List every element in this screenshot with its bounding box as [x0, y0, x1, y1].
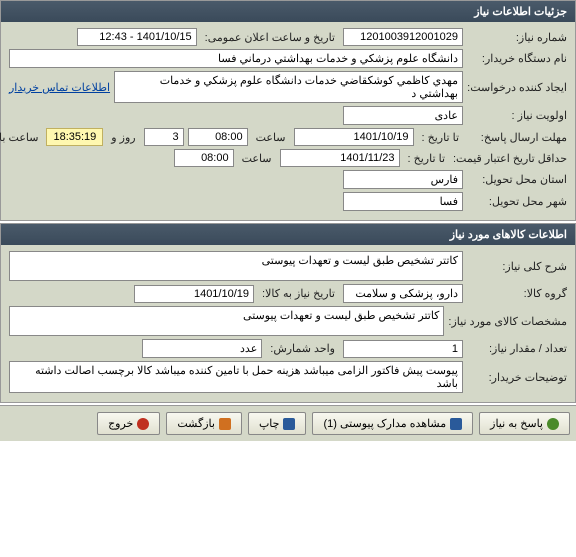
- print-button[interactable]: چاپ: [248, 412, 307, 435]
- button-bar: پاسخ به نیاز مشاهده مدارک پیوستی (1) چاپ…: [0, 405, 576, 441]
- panel1-header: جزئیات اطلاعات نیاز: [1, 1, 575, 22]
- to-date-label: تا تاریخ :: [422, 131, 459, 144]
- needdate-field: 1401/10/19: [134, 285, 254, 303]
- buyer-label: نام دستگاه خریدار:: [467, 52, 567, 65]
- days-label: روز و: [111, 131, 135, 144]
- exit-icon: [137, 418, 149, 430]
- creator-label: ایجاد کننده درخواست:: [467, 81, 567, 94]
- city-field: فسا: [343, 192, 463, 211]
- needdate-label: تاریخ نیاز به کالا:: [262, 287, 335, 300]
- deadline-date-field: 1401/10/19: [294, 128, 414, 146]
- deadline-time-field: 08:00: [188, 128, 248, 146]
- priority-field: عادی: [343, 106, 463, 125]
- spec-label: مشخصات کالای مورد نیاز:: [448, 315, 567, 328]
- exit-button-label: خروج: [108, 417, 133, 430]
- desc-field: کاتتر تشخیص طبق لیست و تعهدات پیوستی: [9, 251, 463, 281]
- need-number-label: شماره نیاز:: [467, 31, 567, 44]
- spec-field: کاتتر تشخیص طبق لیست و تعهدات پیوستی: [9, 306, 444, 336]
- back-button[interactable]: بازگشت: [166, 412, 242, 435]
- desc-label: شرح کلی نیاز:: [467, 260, 567, 273]
- contact-link[interactable]: اطلاعات تماس خریدار: [9, 81, 110, 94]
- remaining-label: ساعت باقی مانده: [0, 131, 38, 144]
- priority-label: اولویت نیاز :: [467, 109, 567, 122]
- announce-field: 1401/10/15 - 12:43: [77, 28, 197, 46]
- back-button-label: بازگشت: [177, 417, 215, 430]
- need-number-field: 1201003912001029: [343, 28, 463, 46]
- respond-icon: [547, 418, 559, 430]
- goods-info-panel: اطلاعات کالاهای مورد نیاز شرح کلی نیاز: …: [0, 223, 576, 403]
- unit-field: عدد: [142, 339, 262, 358]
- time-label-1: ساعت: [256, 131, 286, 144]
- group-field: دارو، پزشکی و سلامت: [343, 284, 463, 303]
- credit-label: حداقل تاریخ اعتبار قیمت:: [453, 152, 567, 165]
- credit-time-field: 08:00: [174, 149, 234, 167]
- exit-button[interactable]: خروج: [97, 412, 160, 435]
- countdown-box: 18:35:19: [46, 128, 103, 146]
- qty-label: تعداد / مقدار نیاز:: [467, 342, 567, 355]
- announce-label: تاریخ و ساعت اعلان عمومی:: [205, 31, 335, 44]
- to-date-label-2: تا تاریخ :: [408, 152, 445, 165]
- qty-field: 1: [343, 340, 463, 358]
- unit-label: واحد شمارش:: [270, 342, 335, 355]
- respond-button-label: پاسخ به نیاز: [490, 417, 543, 430]
- creator-field: مهدي كاظمي كوشكقاضي خدمات دانشگاه علوم پ…: [114, 71, 463, 103]
- city-label: شهر محل تحویل:: [467, 195, 567, 208]
- panel2-body: شرح کلی نیاز: کاتتر تشخیص طبق لیست و تعه…: [1, 245, 575, 402]
- deadline-label: مهلت ارسال پاسخ:: [467, 131, 567, 144]
- credit-date-field: 1401/11/23: [280, 149, 400, 167]
- province-field: فارس: [343, 170, 463, 189]
- print-icon: [283, 418, 295, 430]
- buyer-field: دانشگاه علوم پزشكي و خدمات بهداشتي درمان…: [9, 49, 463, 68]
- panel1-body: شماره نیاز: 1201003912001029 تاریخ و ساع…: [1, 22, 575, 220]
- days-field: 3: [144, 128, 184, 146]
- attachments-icon: [450, 418, 462, 430]
- province-label: استان محل تحویل:: [467, 173, 567, 186]
- panel2-header: اطلاعات کالاهای مورد نیاز: [1, 224, 575, 245]
- print-button-label: چاپ: [259, 417, 280, 430]
- time-label-2: ساعت: [242, 152, 272, 165]
- attachments-button-label: مشاهده مدارک پیوستی (1): [323, 417, 446, 430]
- respond-button[interactable]: پاسخ به نیاز: [479, 412, 570, 435]
- need-details-panel: جزئیات اطلاعات نیاز شماره نیاز: 12010039…: [0, 0, 576, 221]
- attachments-button[interactable]: مشاهده مدارک پیوستی (1): [312, 412, 473, 435]
- notes-label: توضیحات خریدار:: [467, 371, 567, 384]
- group-label: گروه کالا:: [467, 287, 567, 300]
- back-icon: [219, 418, 231, 430]
- notes-field: پیوست پیش فاکتور الزامی میباشد هزینه حمل…: [9, 361, 463, 393]
